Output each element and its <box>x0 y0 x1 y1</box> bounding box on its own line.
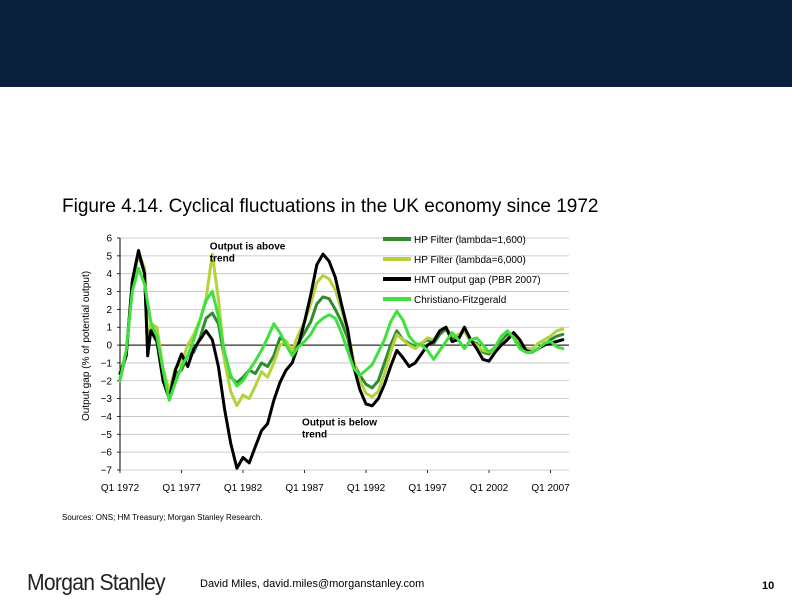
annotation-2: Output is below trend <box>302 417 377 440</box>
x-tick-label: Q1 1977 <box>162 483 201 494</box>
header-bar <box>0 0 792 87</box>
y-tick-label: −5 <box>101 430 113 441</box>
y-tick-label: −4 <box>101 412 113 423</box>
chart-legend: HP Filter (lambda=1,600) HP Filter (lambd… <box>383 235 541 306</box>
legend-label: HMT output gap (PBR 2007) <box>414 275 541 286</box>
y-tick-label: −3 <box>101 394 113 405</box>
page-number: 10 <box>762 580 775 592</box>
sources-note: Sources: ONS; HM Treasury; Morgan Stanle… <box>62 513 263 522</box>
series-line-3 <box>118 249 565 470</box>
y-tick-label: 3 <box>106 287 112 298</box>
x-tick-label: Q1 2007 <box>531 483 570 494</box>
x-tick-label: Q1 1997 <box>408 483 447 494</box>
morgan-stanley-logo: Morgan Stanley <box>27 569 166 595</box>
y-tick-label: −2 <box>101 376 113 387</box>
y-tick-label: 2 <box>106 305 112 316</box>
y-tick-label: −1 <box>101 358 113 369</box>
y-tick-label: 6 <box>106 234 112 245</box>
annotation-1: Output is above trend <box>210 242 286 265</box>
legend-label: HP Filter (lambda=1,600) <box>414 235 526 246</box>
y-tick-label: −7 <box>101 466 113 477</box>
series-line-4 <box>118 266 565 402</box>
y-tick-label: −6 <box>101 448 113 459</box>
y-tick-label: 1 <box>106 323 112 334</box>
x-tick-label: Q1 1992 <box>347 483 386 494</box>
x-tick-labels: Q1 1972 Q1 1977 Q1 1982 Q1 1987 Q1 1992 Q1 19… <box>101 483 570 494</box>
legend-label: Christiano-Fitzgerald <box>414 295 506 306</box>
y-tick-label: 4 <box>106 269 112 280</box>
chart-series <box>118 249 565 470</box>
x-tick-label: Q1 1982 <box>224 483 263 494</box>
chart-annotations: Output is above trend Output is below trend <box>210 242 377 441</box>
x-tick-label: Q1 1972 <box>101 483 140 494</box>
author-contact: David Miles, david.miles@morganstanley.c… <box>200 578 425 590</box>
y-tick-label: 5 <box>106 251 112 262</box>
x-tick-label: Q1 1987 <box>285 483 324 494</box>
legend-label: HP Filter (lambda=6,000) <box>414 255 526 266</box>
figure-title: Figure 4.14. Cyclical fluctuations in th… <box>62 196 599 217</box>
y-tick-labels: 6 5 4 3 2 1 0 −1 −2 −3 −4 −5 −6 −7 <box>101 234 113 477</box>
x-tick-label: Q1 2002 <box>470 483 509 494</box>
y-axis-label: Output gap (% of potential output) <box>81 271 92 421</box>
y-tick-label: 0 <box>106 341 112 352</box>
